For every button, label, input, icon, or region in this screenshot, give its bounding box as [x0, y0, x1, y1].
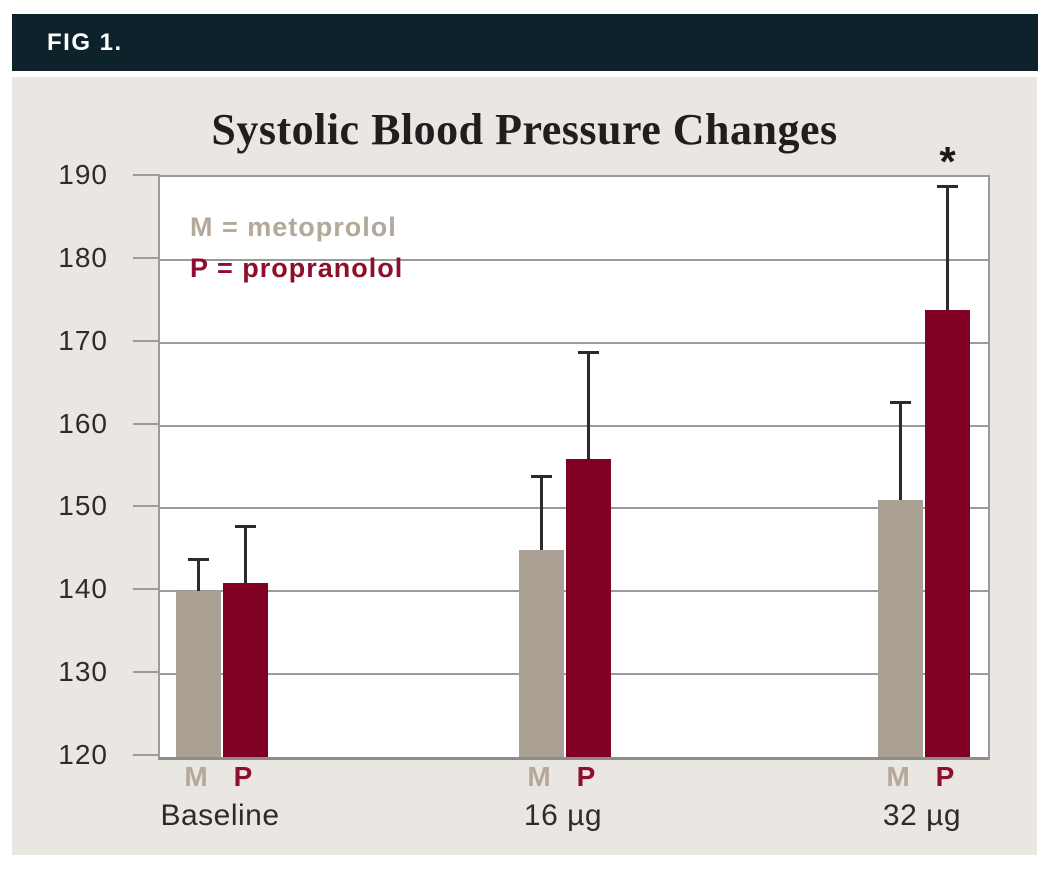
- bar-letter-propranolol-32 µg: P: [935, 761, 956, 792]
- error-cap-metoprolol-Baseline: [188, 558, 209, 562]
- bar-letter-metoprolol-32 µg: M: [886, 761, 911, 792]
- significance-asterisk: *: [939, 138, 956, 186]
- bar-metoprolol-Baseline: [176, 591, 221, 757]
- error-bar-propranolol-16 µg: [587, 351, 590, 459]
- y-tick-140: [133, 588, 160, 591]
- bar-propranolol-16 µg: [566, 458, 611, 757]
- legend: M = metoprolol P = propranolol: [190, 207, 403, 289]
- bar-letter-propranolol-16 µg: P: [576, 761, 597, 792]
- y-tick-160: [133, 422, 160, 425]
- y-tick-180: [133, 256, 160, 259]
- figure-panel: Systolic Blood Pressure Changes M = meto…: [12, 77, 1037, 855]
- y-tick-label-150: 150: [58, 490, 108, 522]
- bar-letter-metoprolol-Baseline: M: [184, 761, 209, 792]
- bar-metoprolol-16 µg: [519, 549, 564, 757]
- category-label-32 µg: 32 µg: [882, 799, 962, 832]
- category-label-16 µg: 16 µg: [523, 799, 603, 832]
- legend-item-propranolol: P = propranolol: [190, 253, 404, 283]
- plot-area: M = metoprolol P = propranolol *: [158, 141, 990, 760]
- error-cap-metoprolol-16 µg: [531, 475, 552, 479]
- error-cap-metoprolol-32 µg: [890, 400, 911, 404]
- error-cap-propranolol-Baseline: [235, 525, 256, 528]
- bar-letter-metoprolol-16 µg: M: [527, 761, 552, 792]
- y-tick-120: [133, 754, 160, 756]
- bar-letter-propranolol-Baseline: P: [233, 761, 254, 792]
- y-tick-label-190: 190: [58, 159, 108, 190]
- error-cap-propranolol-32 µg: [937, 185, 958, 189]
- gridline-160: [160, 424, 988, 427]
- figure-header-bar: FIG 1.: [12, 14, 1038, 71]
- y-tick-label-160: 160: [58, 407, 108, 439]
- y-tick-label-140: 140: [58, 573, 108, 605]
- gridline-180: [160, 258, 988, 261]
- y-tick-170: [133, 339, 160, 342]
- y-tick-label-180: 180: [58, 241, 108, 273]
- y-tick-190: [133, 174, 160, 176]
- bar-propranolol-32 µg: [925, 309, 970, 757]
- error-bar-metoprolol-16 µg: [540, 475, 543, 550]
- legend-item-metoprolol: M = metoprolol: [190, 212, 397, 242]
- figure-label: FIG 1.: [47, 28, 123, 56]
- y-tick-130: [133, 671, 160, 674]
- error-cap-propranolol-16 µg: [578, 351, 599, 354]
- y-tick-label-130: 130: [58, 656, 108, 688]
- y-tick-150: [133, 505, 160, 508]
- error-bar-propranolol-Baseline: [244, 525, 247, 583]
- bar-propranolol-Baseline: [223, 583, 268, 757]
- error-bar-metoprolol-32 µg: [899, 400, 902, 501]
- error-bar-propranolol-32 µg: [946, 185, 949, 310]
- y-tick-label-170: 170: [58, 324, 108, 356]
- category-label-Baseline: Baseline: [160, 799, 280, 832]
- gridline-170: [160, 341, 988, 344]
- y-tick-label-120: 120: [58, 739, 108, 770]
- bar-metoprolol-32 µg: [878, 500, 923, 757]
- error-bar-metoprolol-Baseline: [197, 558, 200, 592]
- chart-title: Systolic Blood Pressure Changes: [211, 105, 838, 154]
